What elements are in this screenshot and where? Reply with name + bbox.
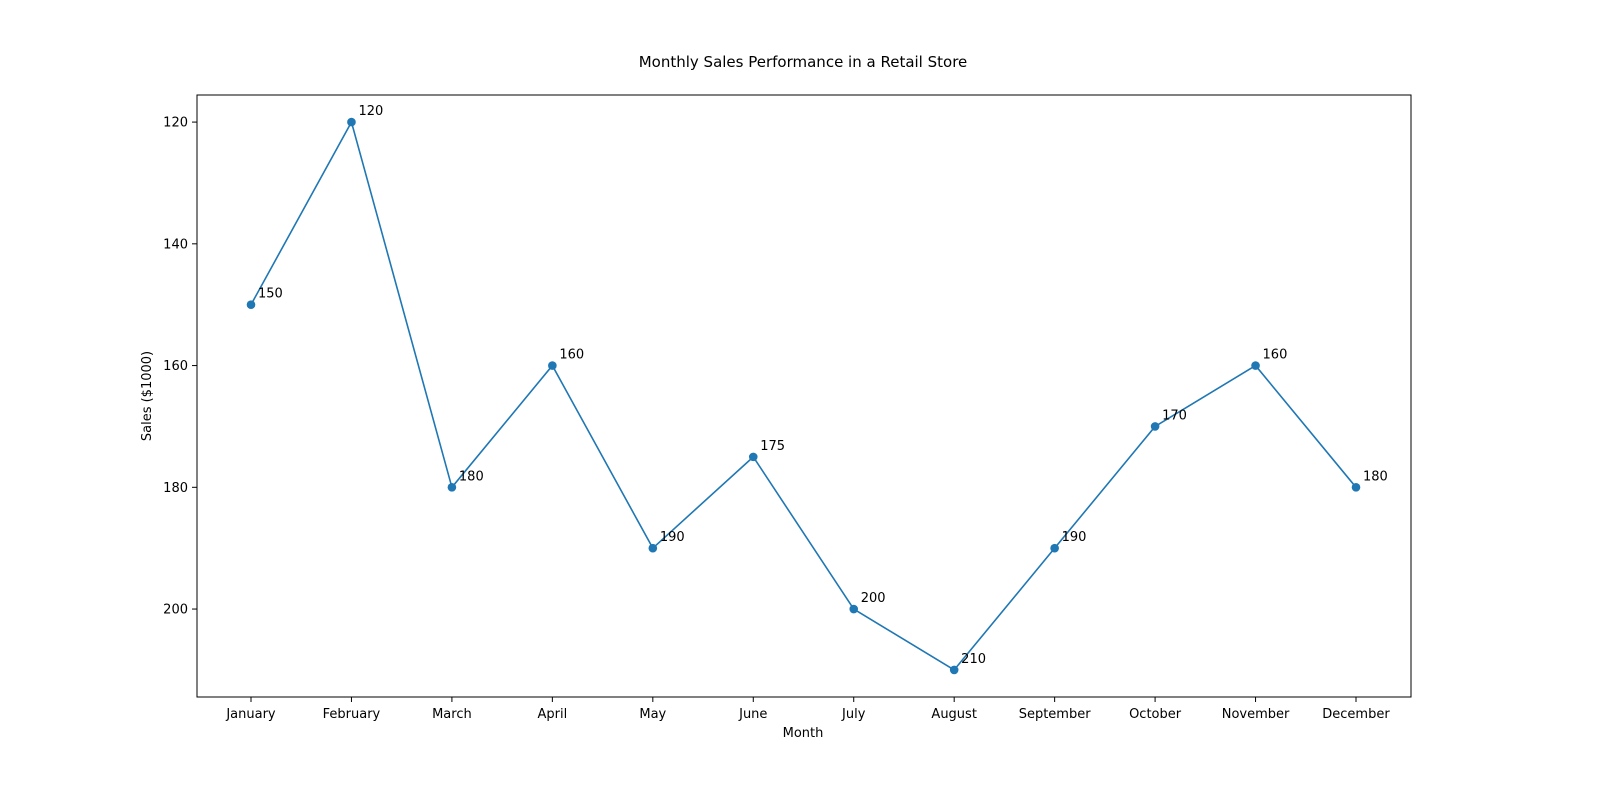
data-point	[1351, 483, 1361, 492]
x-tick-label: August	[931, 707, 977, 722]
data-point	[748, 452, 758, 462]
y-tick-label: 160	[163, 359, 188, 374]
data-point	[447, 483, 457, 492]
data-label: 170	[1162, 408, 1187, 423]
data-label: 120	[358, 104, 383, 119]
data-label: 160	[559, 348, 584, 363]
data-point	[548, 361, 557, 370]
data-point	[1050, 543, 1059, 553]
x-tick-label: June	[738, 707, 767, 722]
x-tick-label: March	[432, 707, 472, 722]
data-label: 180	[459, 469, 484, 484]
y-axis-label: Sales ($1000)	[140, 351, 155, 441]
data-label: 160	[1263, 348, 1288, 363]
data-label: 210	[961, 652, 986, 667]
y-tick-label: 180	[163, 481, 188, 496]
data-point	[1251, 361, 1260, 370]
data-point	[648, 543, 658, 553]
data-label: 200	[861, 591, 886, 606]
x-tick-label: April	[538, 707, 568, 722]
plot-frame	[196, 94, 1412, 698]
x-tick-label: May	[639, 707, 666, 722]
x-axis-label: Month	[783, 726, 824, 741]
data-label: 180	[1363, 469, 1388, 484]
data-point	[246, 300, 256, 309]
y-tick-label: 120	[163, 116, 188, 131]
data-label: 190	[1062, 530, 1087, 545]
plot-area: 120 140 160 180 200 January February March April…	[163, 94, 1412, 722]
data-label: 190	[660, 530, 685, 545]
data-point	[849, 604, 859, 614]
x-tick-label: July	[841, 707, 866, 722]
data-point	[949, 665, 959, 675]
chart-title: Monthly Sales Performance in a Retail St…	[639, 53, 968, 71]
x-tick-label: December	[1322, 707, 1390, 722]
x-tick-label: September	[1019, 707, 1092, 722]
x-tick-label: October	[1129, 707, 1182, 722]
x-tick-label: January	[225, 707, 276, 722]
data-point	[1150, 422, 1160, 431]
y-tick-label: 200	[163, 603, 188, 618]
data-point	[347, 117, 356, 127]
data-label: 175	[760, 439, 785, 454]
x-tick-label: November	[1222, 707, 1290, 722]
series-line	[250, 121, 1357, 671]
y-tick-label: 140	[163, 237, 188, 252]
x-tick-label: February	[323, 707, 381, 722]
data-label: 150	[258, 287, 283, 302]
